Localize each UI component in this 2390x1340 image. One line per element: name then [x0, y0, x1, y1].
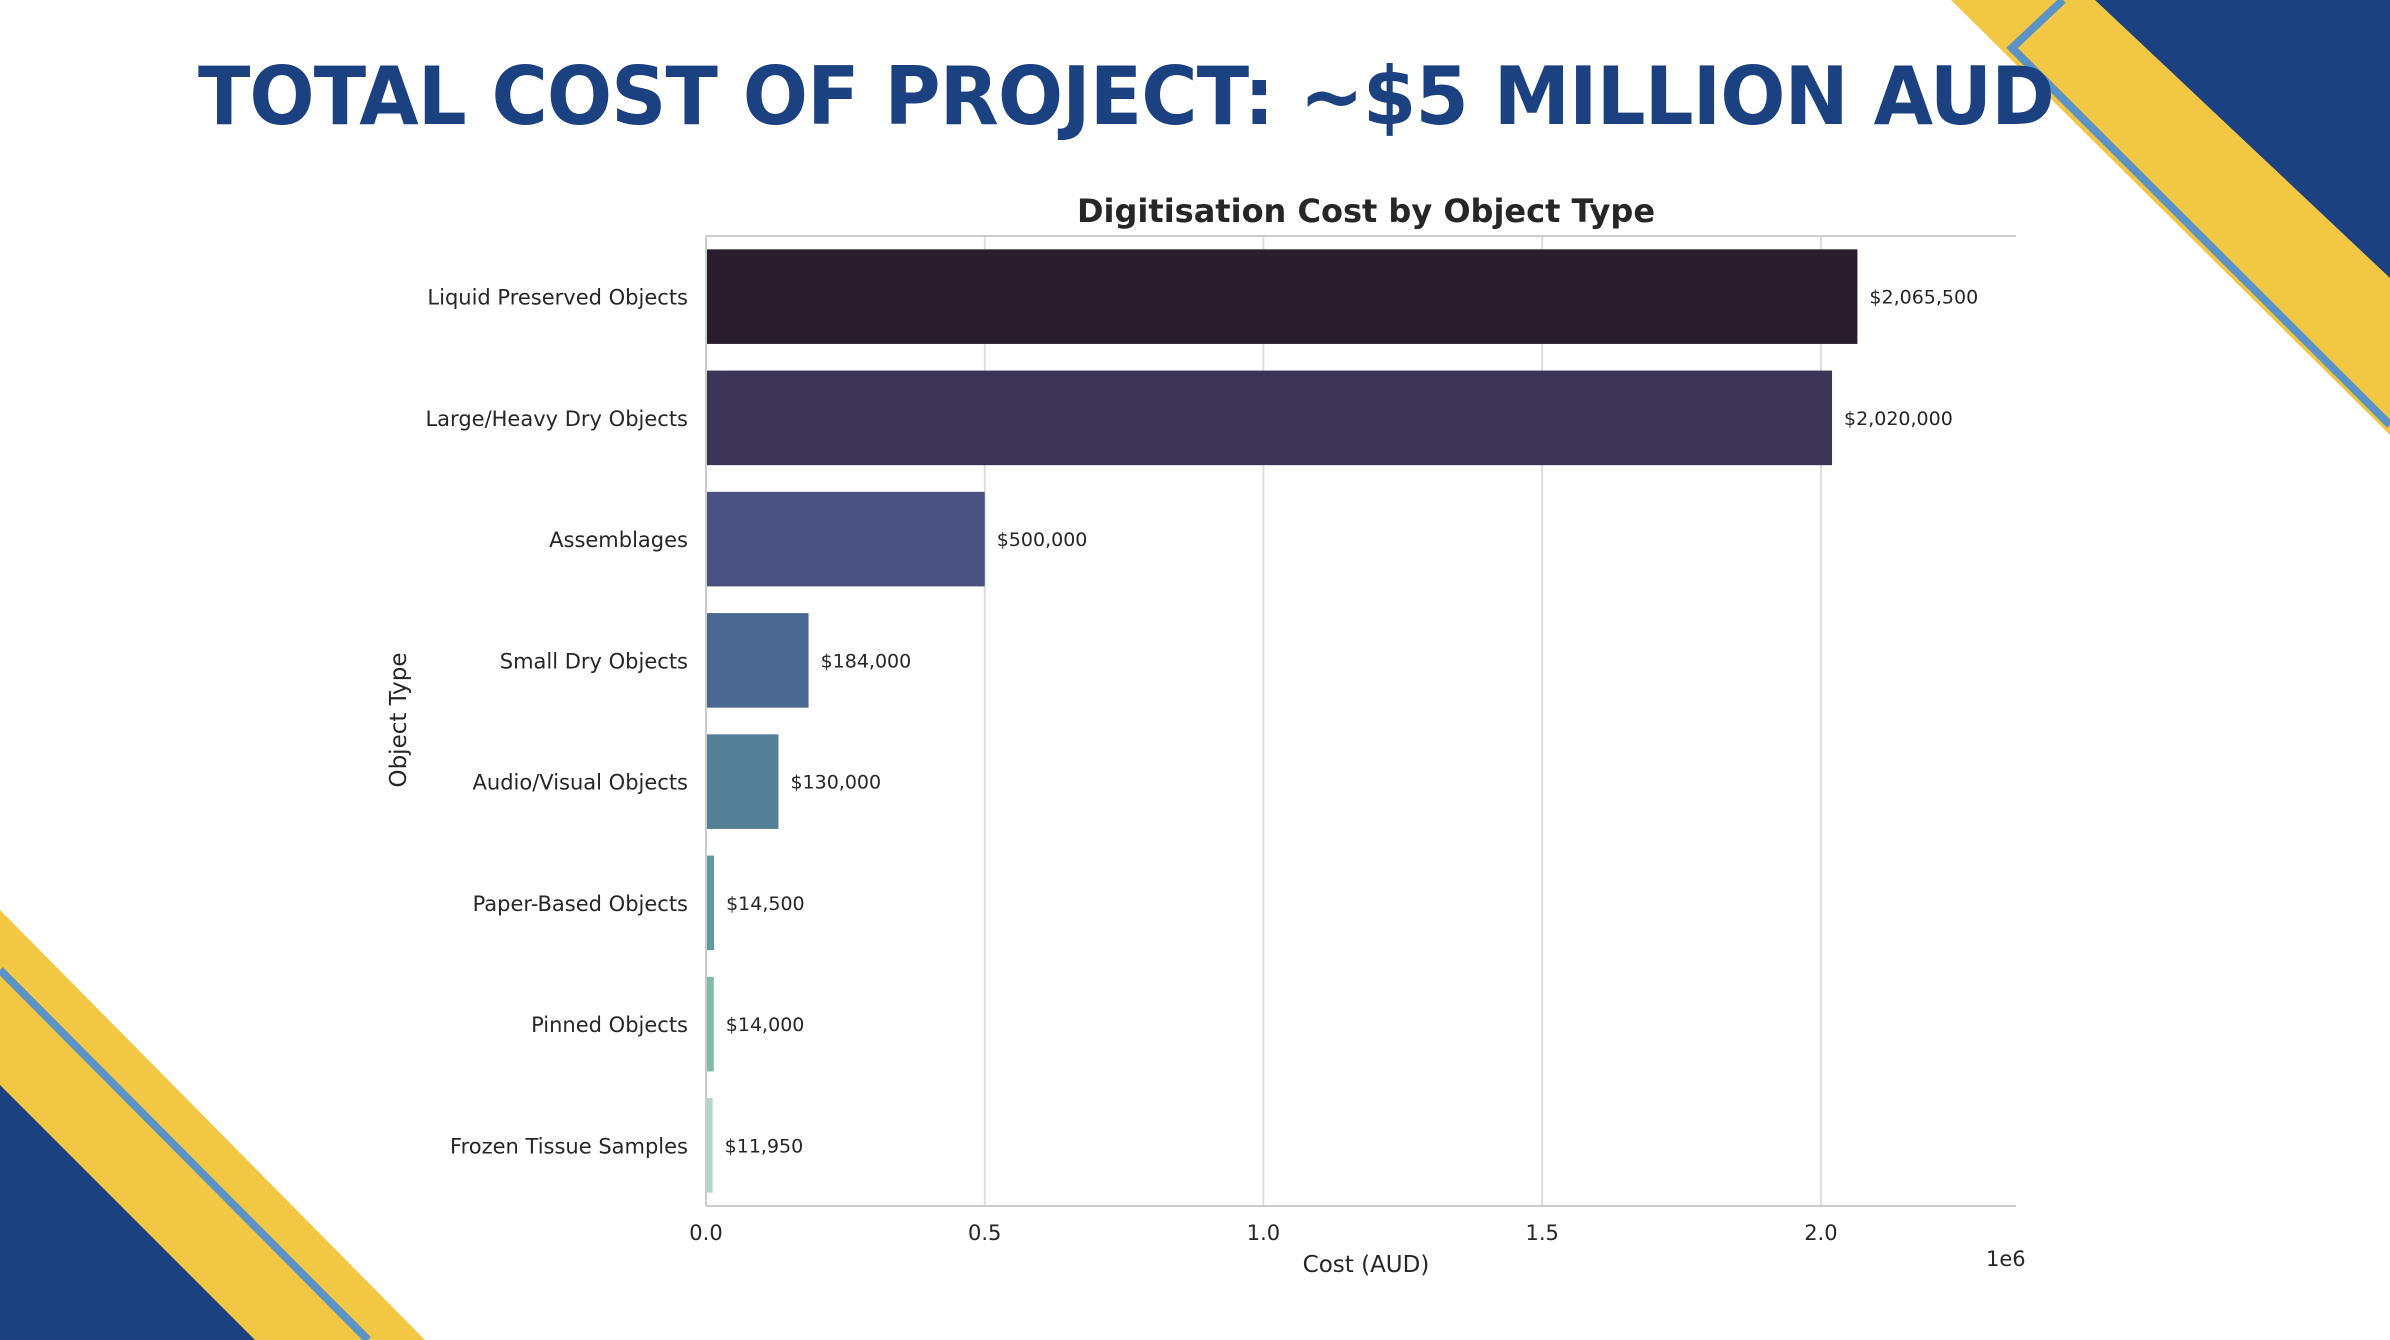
deco-navy-triangle — [2095, 0, 2390, 278]
category-labels: Liquid Preserved Objects Large/Heavy Dry … — [425, 286, 688, 1159]
deco-navy-triangle — [0, 1085, 255, 1340]
x-tick-label: 1.0 — [1247, 1221, 1280, 1245]
x-tick-label: 1.5 — [1525, 1221, 1558, 1245]
bar-value-label: $14,500 — [726, 893, 805, 915]
category-label: Assemblages — [549, 528, 688, 552]
corner-decoration-bottom-left — [0, 910, 425, 1340]
bar-value-label: $500,000 — [997, 529, 1088, 551]
x-tick-labels: 0.0 0.5 1.0 1.5 2.0 — [689, 1221, 1837, 1245]
bar-value-label: $2,065,500 — [1869, 287, 1978, 309]
bar-value-label: $130,000 — [790, 772, 881, 794]
bar — [706, 613, 809, 708]
category-label: Frozen Tissue Samples — [450, 1134, 688, 1158]
category-label: Large/Heavy Dry Objects — [425, 407, 688, 431]
bar-value-label: $11,950 — [725, 1135, 804, 1157]
category-label: Small Dry Objects — [500, 649, 688, 673]
bar — [706, 1098, 713, 1193]
x-tick-label: 2.0 — [1804, 1221, 1837, 1245]
bar — [706, 734, 779, 829]
corner-decoration-top-right — [1950, 0, 2390, 435]
chart-title: Digitisation Cost by Object Type — [1077, 192, 1655, 230]
x-axis-scale-label: 1e6 — [1986, 1247, 2026, 1271]
bar — [706, 855, 715, 951]
category-label: Paper-Based Objects — [473, 892, 688, 916]
bar-value-label: $184,000 — [821, 650, 912, 672]
bars — [706, 249, 1858, 1193]
category-label: Pinned Objects — [531, 1013, 688, 1037]
bar — [706, 370, 1833, 466]
y-axis-label: Object Type — [386, 652, 412, 787]
bar-value-label: $14,000 — [726, 1014, 805, 1036]
x-tick-label: 0.0 — [689, 1221, 722, 1245]
category-label: Audio/Visual Objects — [473, 771, 688, 795]
category-label: Liquid Preserved Objects — [427, 286, 688, 310]
x-tick-label: 0.5 — [968, 1221, 1001, 1245]
value-labels: $2,065,500 $2,020,000 $500,000 $184,000 $130… — [725, 287, 1979, 1158]
bar — [706, 976, 714, 1072]
deco-blue-chevron — [2006, 0, 2390, 428]
bar — [706, 249, 1858, 344]
slide-title: TOTAL COST OF PROJECT: ~$5 MILLION AUD — [198, 50, 2055, 143]
bar-value-label: $2,020,000 — [1844, 408, 1953, 430]
deco-blue-line — [0, 967, 371, 1340]
x-axis-label: Cost (AUD) — [1303, 1252, 1430, 1278]
bar — [706, 491, 985, 587]
